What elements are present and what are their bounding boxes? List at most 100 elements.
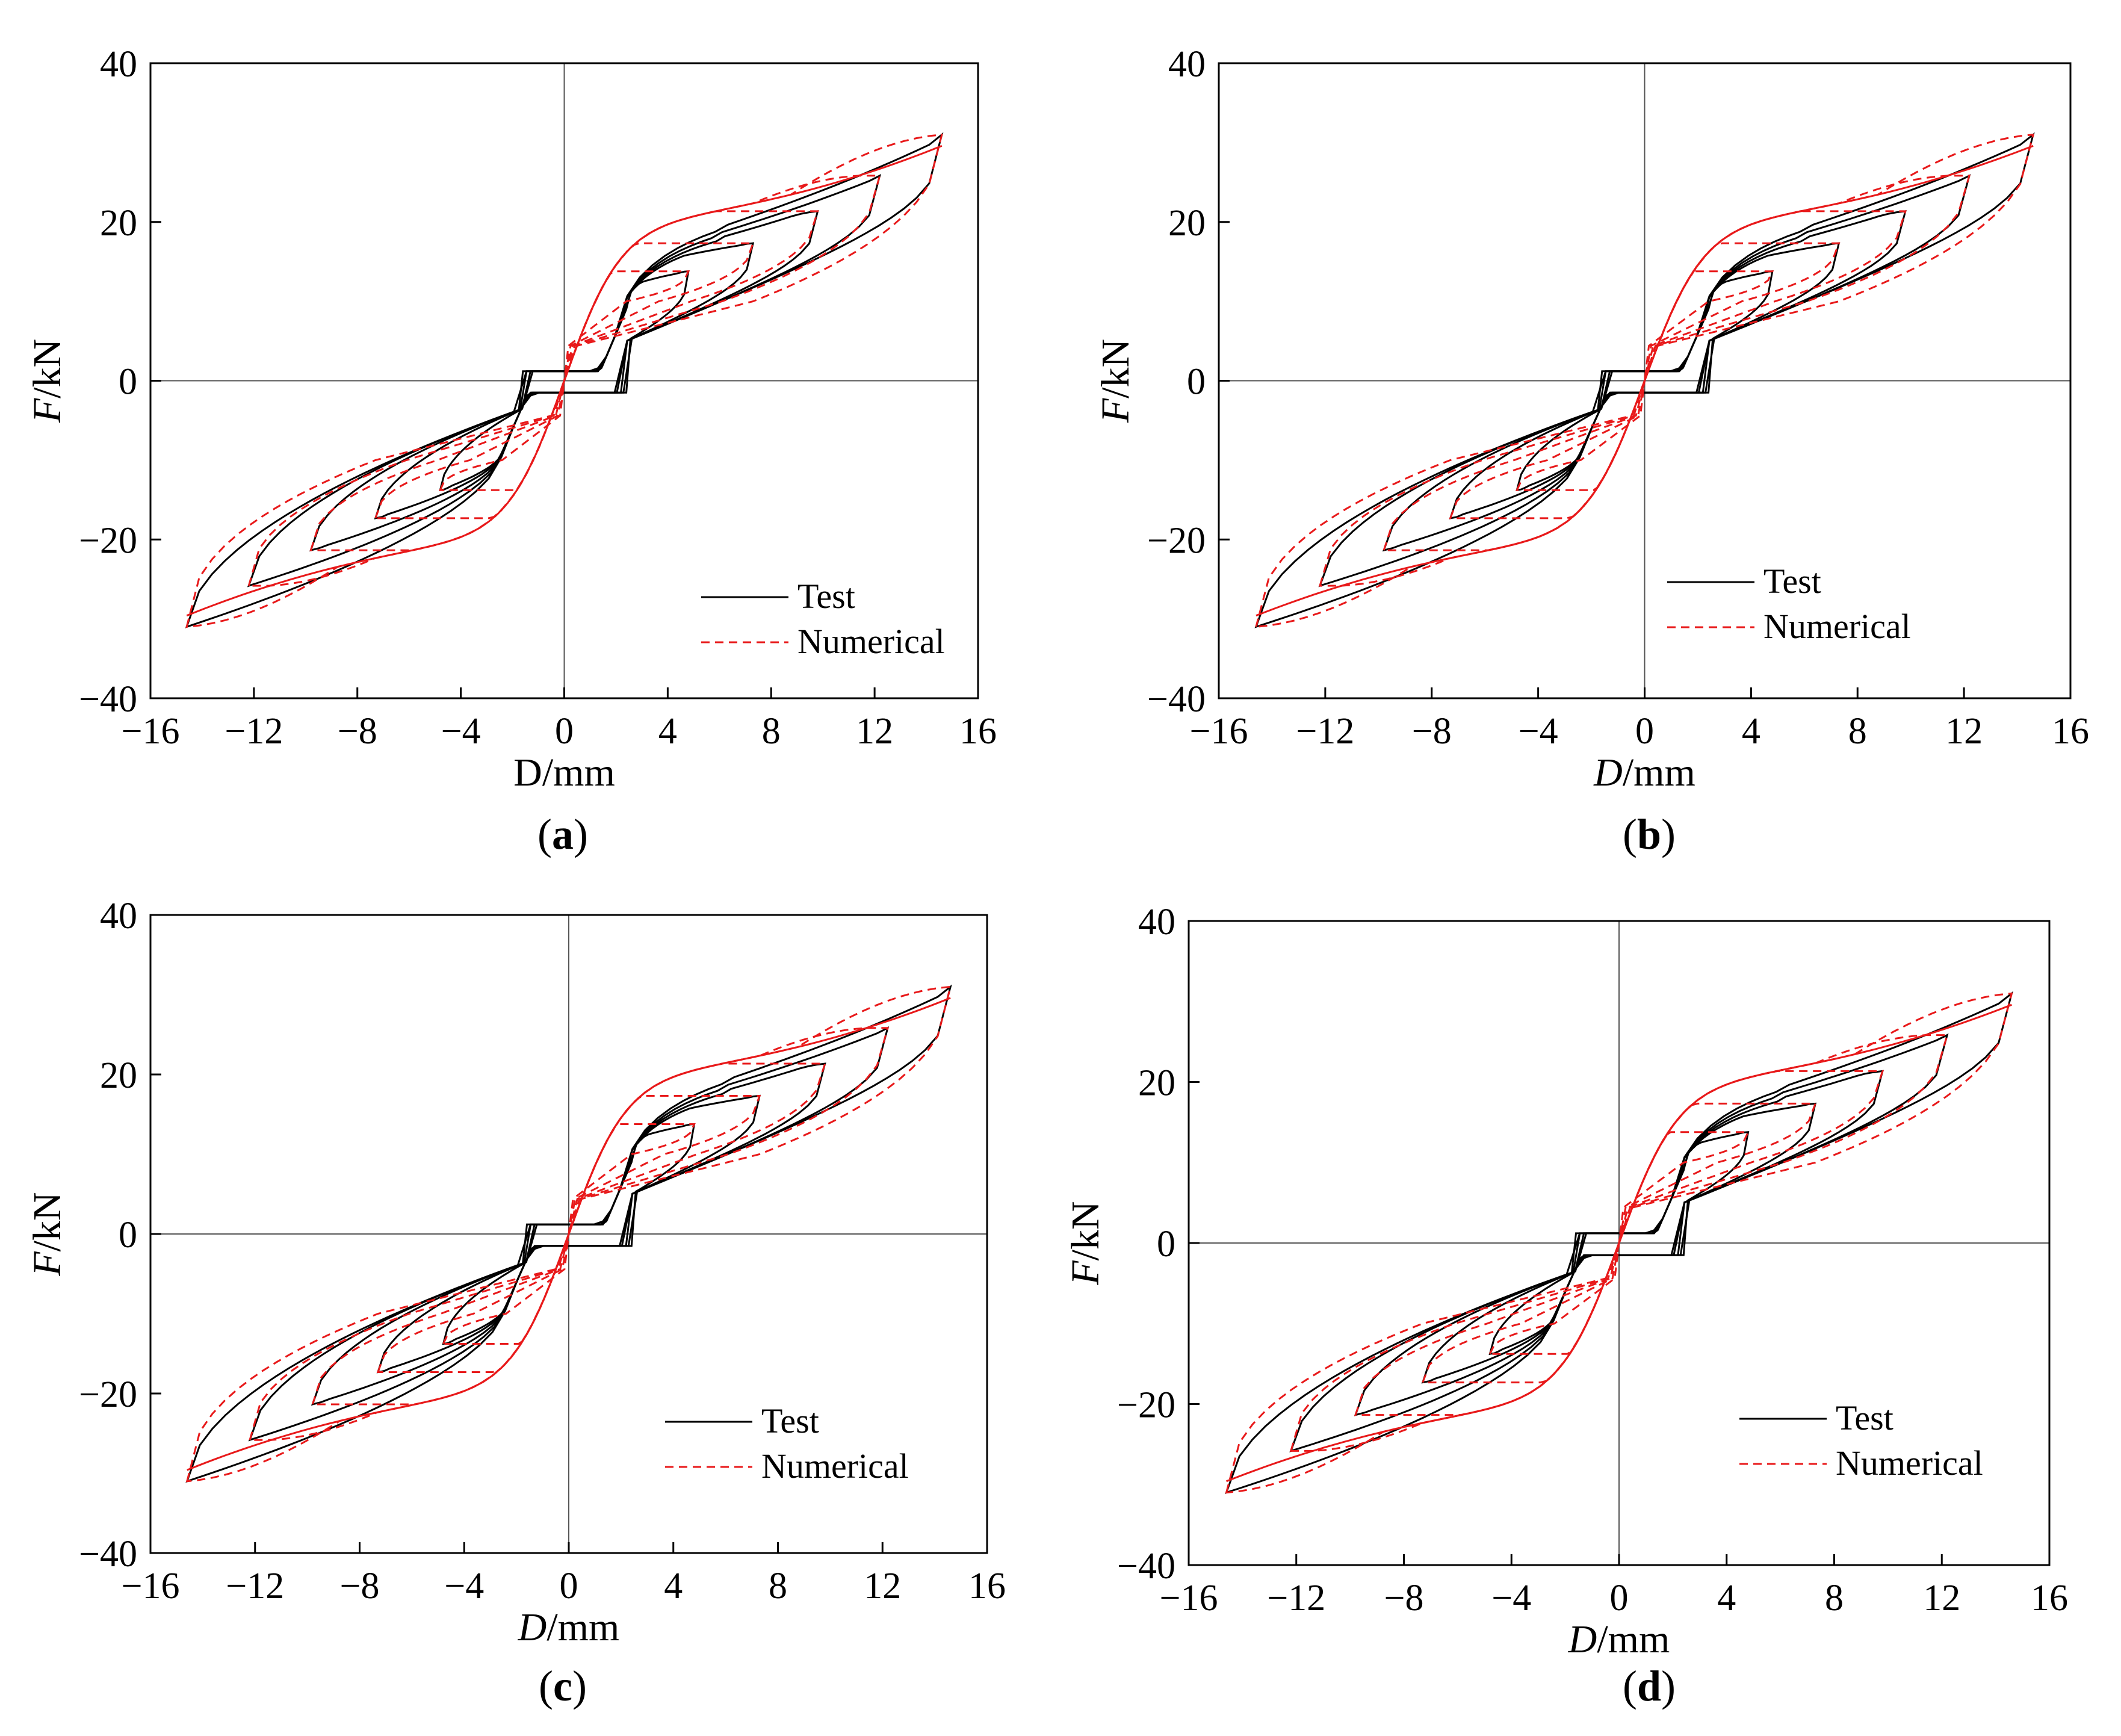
- series-numerical-loop-1: [1515, 270, 1774, 491]
- x-tick-label: −8: [338, 711, 377, 752]
- x-tick-label: −12: [224, 711, 283, 752]
- series-numerical-loop-5: [185, 985, 952, 1483]
- y-axis-label: F/kN: [25, 1192, 69, 1276]
- series-numerical-skeleton: [1226, 1003, 2012, 1483]
- panel-caption: (c): [539, 1662, 587, 1710]
- x-tick-label: 0: [1635, 711, 1654, 752]
- plot-area: [1225, 991, 2013, 1494]
- series-numerical-skeleton: [187, 997, 951, 1471]
- panel-caption: (b): [1623, 810, 1676, 858]
- x-axis-label: D/mm: [1568, 1617, 1670, 1661]
- y-tick-label: −20: [79, 520, 137, 561]
- panel-caption: (a): [537, 810, 588, 858]
- y-tick-label: 0: [1157, 1224, 1175, 1265]
- y-tick-label: −40: [79, 679, 137, 720]
- series-numerical-loop-5: [1254, 133, 2035, 628]
- x-tick-label: 4: [664, 1566, 683, 1607]
- y-tick-label: −40: [1147, 679, 1206, 720]
- y-tick-label: 20: [100, 1055, 137, 1096]
- legend-label-test: Test: [761, 1401, 819, 1440]
- y-tick-label: 40: [100, 896, 137, 937]
- x-tick-label: −4: [444, 1566, 484, 1607]
- series-numerical-skeleton: [1256, 144, 2034, 617]
- legend-label-test: Test: [1836, 1398, 1893, 1437]
- y-tick-label: −20: [1117, 1385, 1175, 1426]
- legend: Test Numerical: [1667, 562, 1911, 646]
- y-tick-label: 0: [119, 362, 137, 403]
- x-tick-label: 4: [1742, 711, 1760, 752]
- x-tick-label: −8: [1384, 1578, 1424, 1619]
- panel-caption: (d): [1623, 1662, 1676, 1710]
- series-numerical-loop-5: [185, 133, 943, 628]
- x-tick-label: 8: [1848, 711, 1867, 752]
- panel-c: −16 −12 −8 −4 0 4 8 12 1640200−20−40D/mmF/kNTest…: [25, 896, 1006, 1710]
- plot-area: [1254, 132, 2035, 628]
- x-tick-label: 12: [1945, 711, 1983, 752]
- x-axis-label: D/mm: [1593, 751, 1695, 795]
- x-tick-label: 16: [2052, 711, 2089, 752]
- x-tick-label: −16: [1160, 1578, 1218, 1619]
- x-tick-label: 12: [864, 1566, 901, 1607]
- x-tick-label: 4: [1717, 1578, 1736, 1619]
- x-axis-label: D/mm: [513, 751, 615, 795]
- series-numerical-loop-2: [376, 1095, 761, 1373]
- x-tick-label: −16: [1190, 711, 1248, 752]
- y-axis-label: F/kN: [1064, 1201, 1107, 1285]
- x-tick-label: 12: [856, 711, 893, 752]
- y-tick-label: −20: [79, 1374, 137, 1415]
- x-tick-label: 0: [560, 1566, 578, 1607]
- legend-label-numerical: Numerical: [797, 622, 945, 661]
- panel-a: −16 −12 −8 −4 0 4 8 12 1640200−20−40D/mmF/kNTest…: [25, 44, 997, 858]
- x-tick-label: −4: [441, 711, 481, 752]
- x-tick-label: 8: [769, 1566, 787, 1607]
- y-tick-label: 20: [1138, 1063, 1175, 1104]
- panel-d: −16 −12 −8 −4 0 4 8 12 1640200−20−40D/mmF/kNTest…: [1064, 902, 2068, 1710]
- y-tick-label: 40: [1168, 44, 1206, 85]
- legend: Test Numerical: [1739, 1398, 1983, 1483]
- legend-label-test: Test: [1763, 562, 1821, 601]
- x-tick-label: −16: [122, 711, 180, 752]
- x-tick-label: 0: [555, 711, 574, 752]
- y-tick-label: −20: [1147, 520, 1206, 561]
- y-tick-label: 20: [100, 203, 137, 244]
- x-tick-label: −4: [1491, 1578, 1531, 1619]
- x-tick-label: 16: [968, 1566, 1006, 1607]
- series-test-loop-5: [185, 984, 952, 1483]
- series-numerical-skeleton: [186, 144, 943, 617]
- y-axis-label: F/kN: [25, 339, 69, 423]
- y-axis-label: F/kN: [1094, 339, 1138, 423]
- x-axis-label: D/mm: [518, 1605, 620, 1649]
- y-tick-label: −40: [1117, 1546, 1175, 1587]
- plot-area: [185, 132, 944, 628]
- x-tick-label: 4: [658, 711, 677, 752]
- y-tick-label: −40: [79, 1534, 137, 1575]
- x-tick-label: 8: [1825, 1578, 1844, 1619]
- y-tick-label: 40: [100, 44, 137, 85]
- series-numerical-loop-1: [438, 270, 690, 491]
- x-tick-label: −4: [1519, 711, 1558, 752]
- x-tick-label: 12: [1923, 1578, 1960, 1619]
- legend-label-test: Test: [797, 577, 855, 616]
- legend-label-numerical: Numerical: [1836, 1443, 1983, 1483]
- y-tick-label: 20: [1168, 203, 1206, 244]
- y-tick-label: 0: [119, 1215, 137, 1256]
- x-tick-label: 16: [959, 711, 997, 752]
- y-tick-label: 40: [1138, 902, 1175, 943]
- legend-label-numerical: Numerical: [761, 1446, 909, 1486]
- x-tick-label: 8: [762, 711, 781, 752]
- x-tick-label: −8: [340, 1566, 380, 1607]
- x-tick-label: −12: [226, 1566, 284, 1607]
- x-tick-label: −12: [1267, 1578, 1325, 1619]
- x-tick-label: −8: [1412, 711, 1452, 752]
- y-tick-label: 0: [1187, 362, 1206, 403]
- x-tick-label: −16: [122, 1566, 180, 1607]
- legend: Test Numerical: [665, 1401, 909, 1486]
- x-tick-label: 0: [1610, 1578, 1629, 1619]
- x-tick-label: −12: [1296, 711, 1354, 752]
- panel-b: −16 −12 −8 −4 0 4 8 12 1640200−20−40D/mmF/kNTest…: [1094, 44, 2089, 858]
- x-tick-label: 16: [2031, 1578, 2068, 1619]
- legend: Test Numerical: [701, 577, 945, 661]
- legend-label-numerical: Numerical: [1763, 607, 1911, 646]
- plot-area: [185, 984, 952, 1483]
